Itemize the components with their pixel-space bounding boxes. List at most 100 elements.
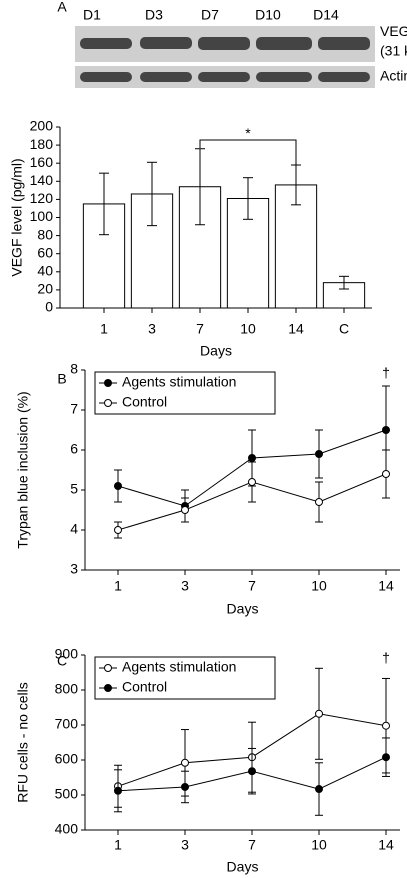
y-tick-label: 60 — [37, 244, 53, 260]
blot-band — [140, 72, 192, 82]
vegf-name: VEGF — [380, 23, 407, 39]
x-tick-label: 1 — [100, 321, 108, 337]
y-tick-label: 4 — [70, 521, 78, 537]
y-tick-label: 600 — [55, 751, 79, 767]
y-tick-label: 5 — [70, 481, 78, 497]
marker — [248, 478, 256, 486]
marker — [181, 758, 189, 767]
lane-label: D10 — [255, 7, 281, 23]
marker — [315, 498, 323, 506]
x-tick-label: 1 — [114, 837, 122, 853]
x-tick-label: 14 — [378, 578, 394, 594]
marker — [248, 767, 256, 776]
annotation: † — [382, 650, 390, 666]
y-tick-label: 8 — [70, 361, 78, 377]
legend-marker — [104, 399, 112, 407]
x-axis-label: Days — [227, 601, 259, 617]
x-tick-label: 14 — [288, 321, 304, 337]
lane-label: D1 — [83, 7, 101, 23]
x-tick-label: C — [339, 321, 349, 337]
y-tick-label: 200 — [30, 118, 54, 134]
lane-label: D14 — [313, 7, 339, 23]
panel-label: C — [57, 653, 67, 669]
actin-label: Actin — [380, 68, 407, 84]
panel-label: B — [57, 371, 66, 387]
significance-bracket — [199, 139, 297, 179]
y-tick-label: 120 — [30, 190, 54, 206]
y-tick-label: 500 — [55, 786, 79, 802]
legend-marker — [104, 664, 112, 672]
y-axis-label: RFU cells - no cells — [15, 682, 31, 803]
blot-band — [198, 72, 250, 82]
y-tick-label: 800 — [55, 681, 79, 697]
annotation: * — [245, 125, 251, 141]
legend-label: Agents stimulation — [122, 659, 236, 675]
marker — [382, 721, 390, 730]
marker — [315, 709, 323, 718]
marker — [114, 526, 122, 534]
marker — [114, 786, 122, 795]
marker — [382, 426, 390, 434]
legend-marker — [104, 379, 112, 387]
x-tick-label: 7 — [248, 578, 256, 594]
x-tick-label: 7 — [196, 321, 204, 337]
panel-label: A — [57, 0, 67, 15]
y-axis-label: VEGF level (pg/ml) — [9, 158, 25, 276]
lane-label: D7 — [201, 7, 219, 23]
blot-band — [256, 72, 312, 82]
legend-label: Agents stimulation — [122, 374, 236, 390]
lane-label: D3 — [145, 7, 163, 23]
x-tick-label: 3 — [181, 578, 189, 594]
y-tick-label: 6 — [70, 441, 78, 457]
blot-band — [140, 37, 192, 49]
y-axis-label: Trypan blue inclusion (%) — [15, 391, 31, 548]
blot-band — [198, 37, 250, 50]
blot-band — [318, 72, 370, 82]
x-tick-label: 3 — [148, 321, 156, 337]
marker — [181, 782, 189, 791]
blot-band — [80, 38, 132, 49]
y-tick-label: 0 — [45, 299, 53, 315]
legend-label: Control — [122, 394, 167, 410]
x-tick-label: 10 — [311, 578, 327, 594]
x-tick-label: 10 — [240, 321, 256, 337]
marker — [315, 785, 323, 794]
y-tick-label: 20 — [37, 281, 53, 297]
y-tick-label: 40 — [37, 263, 53, 279]
x-tick-label: 7 — [248, 837, 256, 853]
bar — [274, 184, 318, 309]
blot — [75, 26, 375, 88]
x-tick-label: 1 — [114, 578, 122, 594]
marker — [181, 506, 189, 514]
legend-box — [94, 371, 276, 415]
y-tick-label: 400 — [55, 821, 79, 837]
marker — [382, 470, 390, 478]
marker — [114, 482, 122, 490]
y-tick-label: 900 — [55, 646, 79, 662]
marker — [382, 753, 390, 762]
blot-band — [318, 37, 370, 50]
y-tick-label: 80 — [37, 226, 53, 242]
vegf-note: (31 kDa) — [380, 43, 407, 59]
y-tick-label: 700 — [55, 716, 79, 732]
legend-label: Control — [122, 679, 167, 695]
vegf-label: VEGF165 — [380, 23, 407, 44]
legend-box — [94, 656, 276, 700]
y-tick-label: 7 — [70, 401, 78, 417]
annotation: † — [382, 365, 390, 381]
x-axis-label: Days — [227, 859, 259, 875]
y-tick-label: 160 — [30, 154, 54, 170]
x-tick-label: 10 — [311, 837, 327, 853]
x-tick-label: 3 — [181, 837, 189, 853]
marker — [248, 454, 256, 462]
y-tick-label: 3 — [70, 561, 78, 577]
y-tick-label: 100 — [30, 208, 54, 224]
y-tick-label: 140 — [30, 172, 54, 188]
blot-band — [80, 72, 132, 82]
x-axis-label: Days — [200, 343, 232, 359]
blot-band — [256, 37, 312, 50]
legend-marker — [104, 684, 112, 692]
y-tick-label: 180 — [30, 136, 54, 152]
